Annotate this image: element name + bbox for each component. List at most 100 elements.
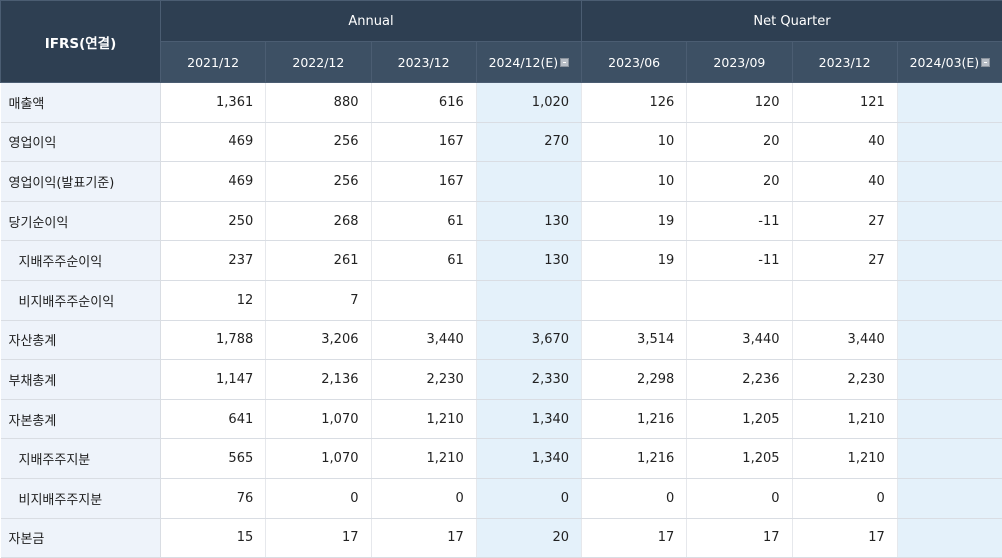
table-cell: 469 bbox=[161, 122, 266, 162]
table-cell: 61 bbox=[371, 201, 476, 241]
row-label: 매출액 bbox=[1, 83, 161, 123]
period-header: 2023/09 bbox=[687, 42, 792, 83]
table-cell: 250 bbox=[161, 201, 266, 241]
table-cell: 0 bbox=[371, 478, 476, 518]
table-cell bbox=[897, 518, 1002, 558]
row-label: 비지배주주순이익 bbox=[1, 280, 161, 320]
table-cell: 20 bbox=[687, 122, 792, 162]
table-cell bbox=[897, 478, 1002, 518]
table-cell: 61 bbox=[371, 241, 476, 281]
estimate-info-icon[interactable] bbox=[981, 58, 990, 67]
period-label: 2024/12(E) bbox=[489, 55, 559, 70]
table-cell: 17 bbox=[582, 518, 687, 558]
table-cell: 880 bbox=[266, 83, 371, 123]
table-cell: 40 bbox=[792, 162, 897, 202]
table-cell: 19 bbox=[582, 241, 687, 281]
table-cell: 1,210 bbox=[792, 399, 897, 439]
table-cell: 1,205 bbox=[687, 439, 792, 479]
table-cell: 3,514 bbox=[582, 320, 687, 360]
annual-group-header: Annual bbox=[161, 1, 582, 42]
table-cell: 1,205 bbox=[687, 399, 792, 439]
table-cell: 3,670 bbox=[476, 320, 581, 360]
period-header: 2023/06 bbox=[582, 42, 687, 83]
table-cell: 130 bbox=[476, 201, 581, 241]
period-label: 2023/09 bbox=[713, 55, 765, 70]
table-cell: 270 bbox=[476, 122, 581, 162]
table-cell bbox=[897, 360, 1002, 400]
table-cell: 0 bbox=[582, 478, 687, 518]
period-label: 2023/06 bbox=[608, 55, 660, 70]
table-cell: 616 bbox=[371, 83, 476, 123]
row-label: 영업이익 bbox=[1, 122, 161, 162]
table-cell: 19 bbox=[582, 201, 687, 241]
row-label: 부채총계 bbox=[1, 360, 161, 400]
estimate-info-icon[interactable] bbox=[560, 58, 569, 67]
table-cell: 641 bbox=[161, 399, 266, 439]
table-cell: 20 bbox=[687, 162, 792, 202]
table-cell: 268 bbox=[266, 201, 371, 241]
period-header: 2024/12(E) bbox=[476, 42, 581, 83]
period-header: 2023/12 bbox=[792, 42, 897, 83]
table-cell bbox=[897, 320, 1002, 360]
table-cell bbox=[476, 162, 581, 202]
table-cell: 1,070 bbox=[266, 439, 371, 479]
table-cell: 0 bbox=[266, 478, 371, 518]
table-cell: 2,330 bbox=[476, 360, 581, 400]
table-cell bbox=[897, 201, 1002, 241]
table-cell: 121 bbox=[792, 83, 897, 123]
table-cell: 2,230 bbox=[792, 360, 897, 400]
table-cell bbox=[687, 280, 792, 320]
table-cell: 7 bbox=[266, 280, 371, 320]
table-cell: 0 bbox=[687, 478, 792, 518]
table-cell: 256 bbox=[266, 122, 371, 162]
table-cell: 1,788 bbox=[161, 320, 266, 360]
table-cell bbox=[476, 280, 581, 320]
table-cell: 3,440 bbox=[792, 320, 897, 360]
period-header: 2022/12 bbox=[266, 42, 371, 83]
period-header: 2024/03(E) bbox=[897, 42, 1002, 83]
table-cell bbox=[792, 280, 897, 320]
table-cell bbox=[371, 280, 476, 320]
table-cell: 126 bbox=[582, 83, 687, 123]
table-cell: 261 bbox=[266, 241, 371, 281]
table-cell: 10 bbox=[582, 122, 687, 162]
table-cell: 130 bbox=[476, 241, 581, 281]
table-cell: 76 bbox=[161, 478, 266, 518]
table-cell: 1,361 bbox=[161, 83, 266, 123]
table-cell: 237 bbox=[161, 241, 266, 281]
period-header: 2021/12 bbox=[161, 42, 266, 83]
row-label: 비지배주주지분 bbox=[1, 478, 161, 518]
period-label: 2023/12 bbox=[398, 55, 450, 70]
row-label: 영업이익(발표기준) bbox=[1, 162, 161, 202]
row-label: 자본총계 bbox=[1, 399, 161, 439]
table-cell: 1,210 bbox=[792, 439, 897, 479]
table-cell: 2,230 bbox=[371, 360, 476, 400]
table-cell: 12 bbox=[161, 280, 266, 320]
period-header: 2023/12 bbox=[371, 42, 476, 83]
table-cell: 1,216 bbox=[582, 439, 687, 479]
table-cell: 256 bbox=[266, 162, 371, 202]
table-cell: 167 bbox=[371, 122, 476, 162]
table-cell: 120 bbox=[687, 83, 792, 123]
table-cell: 1,210 bbox=[371, 439, 476, 479]
period-label: 2023/12 bbox=[819, 55, 871, 70]
table-cell bbox=[897, 241, 1002, 281]
table-cell: -11 bbox=[687, 201, 792, 241]
row-label: 자산총계 bbox=[1, 320, 161, 360]
table-cell: 20 bbox=[476, 518, 581, 558]
table-cell: 469 bbox=[161, 162, 266, 202]
row-label: 당기순이익 bbox=[1, 201, 161, 241]
table-cell: 3,440 bbox=[687, 320, 792, 360]
table-cell: 10 bbox=[582, 162, 687, 202]
